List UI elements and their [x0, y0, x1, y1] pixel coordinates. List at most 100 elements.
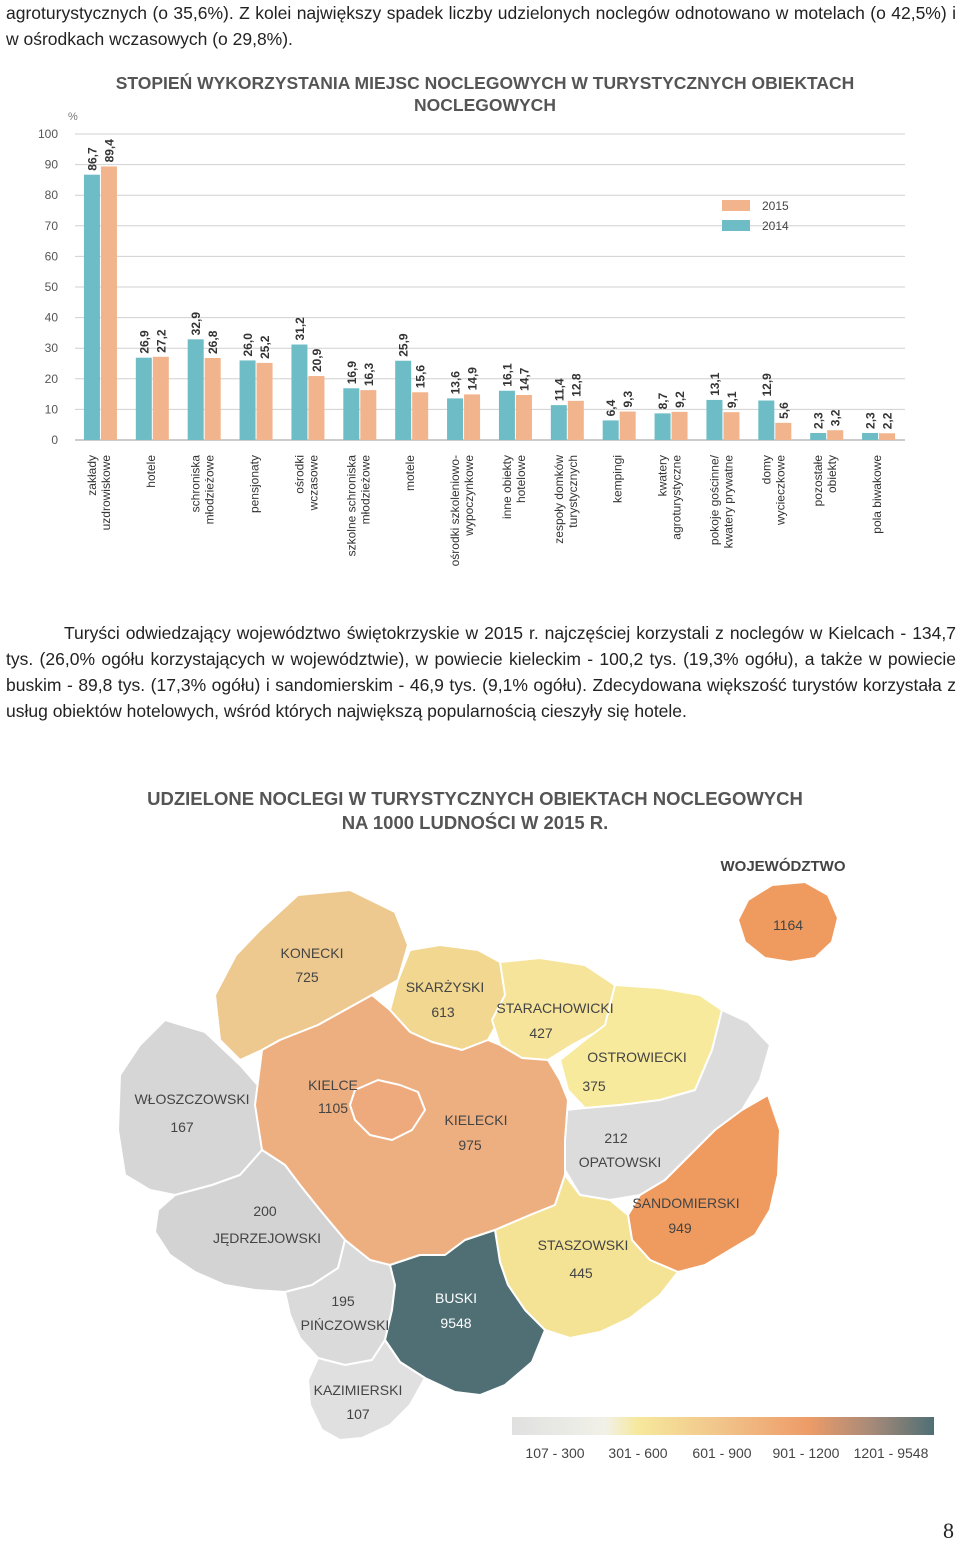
bar-2014: [395, 360, 412, 440]
bar-value-label: 26,9: [137, 330, 151, 354]
y-tick-label: 70: [45, 219, 59, 233]
legend-label-2014: 2014: [762, 219, 789, 233]
x-tick-label: domy: [759, 455, 773, 484]
bar-value-label: 6,4: [604, 399, 618, 416]
y-tick-label: 80: [45, 188, 59, 202]
bar-2014: [291, 344, 308, 440]
chart-legend: 2015 2014: [722, 199, 789, 233]
x-tick-label: agroturystyczne: [670, 455, 684, 540]
inset-value: 1164: [773, 917, 803, 933]
region-label-staszowski: STASZOWSKI: [538, 1237, 629, 1253]
region-konecki: [214, 889, 409, 1061]
bar-value-label: 86,7: [85, 147, 99, 171]
x-tick-label: wczasowe: [306, 455, 320, 512]
map-title-line1: UDZIELONE NOCLEGI W TURYSTYCZNYCH OBIEKT…: [147, 788, 803, 809]
x-tick-label: wycieczkowe: [773, 455, 787, 526]
bar-2014: [135, 357, 152, 440]
bar-value-label: 3,2: [829, 409, 843, 426]
bar-value-label: 16,3: [362, 362, 376, 386]
region-label-kielecki: KIELECKI: [444, 1112, 507, 1128]
chart-x-labels: zakłady uzdrowiskowe hotele schroniska młodz…: [85, 454, 884, 566]
bar-value-label: 2,3: [864, 412, 878, 429]
x-tick-label: młodzieżowe: [358, 455, 372, 525]
legend-range-4: 901 - 1200: [773, 1445, 840, 1461]
map-regions: [117, 881, 839, 1441]
bar-value-label: 12,8: [569, 373, 583, 397]
chart-bars: 86,7 89,4 26,9 27,2 32,926,8 26,0 25,2 31,220,9…: [83, 139, 896, 440]
legend-swatch-2014: [722, 220, 750, 231]
x-tick-label: hotele: [144, 455, 158, 488]
bar-2015: [256, 362, 273, 440]
region-label-pinczowski: PIŃCZOWSKI: [301, 1317, 390, 1333]
y-tick-label: 10: [45, 402, 59, 416]
map-title: UDZIELONE NOCLEGI W TURYSTYCZNYCH OBIEKT…: [70, 787, 880, 835]
x-tick-label: hotelowe: [514, 455, 528, 503]
main-paragraph: Turyści odwiedzający województwo świętok…: [6, 623, 956, 721]
x-tick-label: pozostałe: [811, 455, 825, 507]
legend-swatch-2015: [722, 200, 750, 211]
bar-value-label: 14,7: [517, 367, 531, 391]
region-label-jedrzejowski: JĘDRZEJOWSKI: [213, 1230, 321, 1246]
bar-2015: [723, 412, 740, 440]
x-tick-label: motele: [403, 455, 417, 491]
bar-value-label: 27,2: [154, 329, 168, 353]
bar-2015: [204, 357, 221, 440]
region-value-skarzyski: 613: [431, 1004, 455, 1020]
bar-value-label: 26,0: [241, 333, 255, 357]
region-value-jedrzejowski: 200: [253, 1203, 277, 1219]
bar-2015: [827, 430, 844, 440]
bar-2014: [187, 339, 204, 440]
bar-value-label: 2,2: [881, 412, 895, 429]
bar-2015: [464, 394, 481, 440]
region-value-staszowski: 445: [569, 1265, 593, 1281]
region-value-kielce: 1105: [318, 1100, 348, 1116]
bar-2015: [619, 411, 636, 440]
region-value-buski: 9548: [440, 1315, 471, 1331]
region-label-wloszczowski: WŁOSZCZOWSKI: [134, 1091, 249, 1107]
y-tick-label: 60: [45, 249, 59, 263]
region-value-pinczowski: 195: [331, 1293, 355, 1309]
x-tick-label: kwatery prywatne: [721, 455, 735, 549]
x-tick-label: inne obiekty: [500, 455, 514, 519]
map-labels: WOJEWÓDZTWO 1164 KONECKI 725 SKARŻYSKI 6…: [134, 857, 845, 1422]
region-label-kazimierski: KAZIMIERSKI: [314, 1382, 403, 1398]
bar-2015: [879, 433, 896, 440]
bar-2014: [758, 400, 775, 440]
bar-2015: [360, 390, 377, 440]
region-label-skarzyski: SKARŻYSKI: [406, 978, 485, 995]
bar-value-label: 32,9: [189, 312, 203, 336]
y-axis-label: %: [68, 111, 78, 123]
bar-2015: [515, 395, 532, 440]
x-tick-label: kwatery: [656, 455, 670, 496]
region-label-sandomierski: SANDOMIERSKI: [632, 1195, 739, 1211]
x-tick-label: zakłady: [85, 455, 99, 496]
region-value-starachowicki: 427: [529, 1025, 553, 1041]
legend-label-2015: 2015: [762, 199, 789, 213]
region-value-konecki: 725: [295, 969, 319, 985]
y-tick-label: 0: [51, 433, 58, 447]
bar-2015: [152, 356, 169, 440]
map-legend: 107 - 300 301 - 600 601 - 900 901 - 1200…: [512, 1417, 934, 1461]
region-value-wloszczowski: 167: [170, 1119, 194, 1135]
bar-value-label: 15,6: [414, 365, 428, 389]
bar-2015: [671, 411, 688, 440]
bar-value-label: 14,9: [466, 367, 480, 391]
x-tick-label: zespoły domków: [552, 455, 566, 544]
y-tick-label: 20: [45, 372, 59, 386]
bar-value-label: 9,3: [621, 391, 635, 408]
y-tick-label: 50: [45, 280, 59, 294]
inset-label: WOJEWÓDZTWO: [721, 857, 846, 875]
bar-2015: [567, 400, 584, 440]
bar-value-label: 9,1: [725, 391, 739, 408]
bar-2015: [775, 422, 792, 440]
page-number: 8: [943, 1518, 954, 1543]
bar-2014: [498, 390, 515, 440]
bar-2014: [550, 405, 567, 440]
bar-value-label: 11,4: [552, 378, 566, 401]
bar-2014: [343, 388, 360, 440]
bar-value-label: 13,6: [449, 371, 463, 395]
bar-chart: % 0 10 20 30 40 50 60 70 80 90 100 86,7 89,4 26,9 27,…: [38, 111, 905, 566]
bar-2015: [412, 392, 429, 440]
bar-2014: [239, 360, 256, 440]
